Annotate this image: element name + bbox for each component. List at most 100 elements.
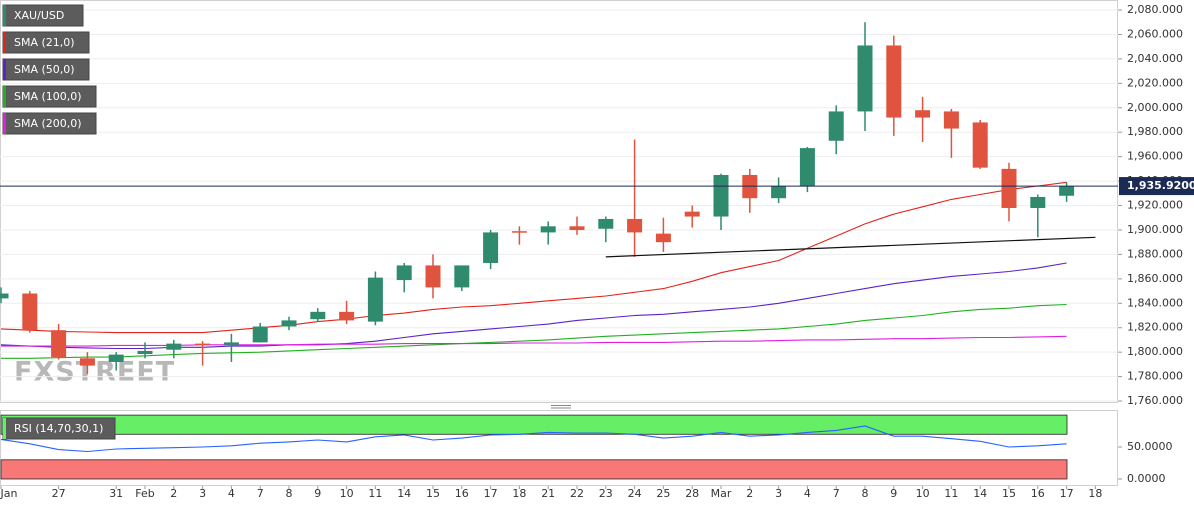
- x-tick-label: 16: [455, 487, 469, 500]
- x-tick-label: 10: [340, 487, 354, 500]
- x-tick-label: 25: [656, 487, 670, 500]
- x-tick-label: Feb: [135, 487, 154, 500]
- y-tick-label: 1,840.000: [1127, 296, 1183, 309]
- x-tick-label: 2: [170, 487, 177, 500]
- legend-entry-swatch: [3, 59, 6, 80]
- panel-grip[interactable]: [551, 405, 571, 409]
- y-tick-label: 2,080.000: [1127, 3, 1183, 16]
- x-tick-label: Jan: [0, 487, 18, 500]
- y-tick-label: 1,980.000: [1127, 125, 1183, 138]
- y-tick-label: 1,900.000: [1127, 223, 1183, 236]
- rsi-tick-label: 0.0000: [1127, 472, 1166, 485]
- y-tick-label: 1,760.000: [1127, 394, 1183, 407]
- x-tick-label: 31: [109, 487, 123, 500]
- y-tick-label: 1,820.000: [1127, 321, 1183, 334]
- y-tick-label: 1,920.000: [1127, 199, 1183, 212]
- x-tick-label: 21: [541, 487, 555, 500]
- trendline: [605, 236, 1096, 258]
- x-tick-label: 10: [916, 487, 930, 500]
- candle-body: [655, 233, 671, 243]
- candle-body: [367, 277, 383, 322]
- candle-body: [627, 218, 643, 233]
- x-tick-label: 16: [1031, 487, 1045, 500]
- x-tick-label: 14: [973, 487, 987, 500]
- candle-body: [310, 311, 326, 320]
- candle-body: [22, 293, 38, 331]
- x-tick-label: 14: [397, 487, 411, 500]
- x-tick-label: 28: [685, 487, 699, 500]
- x-tick-label: 15: [1002, 487, 1016, 500]
- x-tick-label: 4: [804, 487, 811, 500]
- y-tick-label: 1,860.000: [1127, 272, 1183, 285]
- sma-line: [1, 303, 1067, 359]
- legend-title-swatch: [3, 5, 6, 26]
- x-tick-label: 3: [775, 487, 782, 500]
- x-tick-label: 22: [570, 487, 584, 500]
- x-tick-label: 11: [944, 487, 958, 500]
- oversold-band: [0, 459, 1068, 480]
- legend-entry: SMA (100,0): [14, 90, 82, 103]
- x-tick-label: 27: [52, 487, 66, 500]
- y-tick-label: 1,880.000: [1127, 247, 1183, 260]
- legend-entry-swatch: [3, 86, 6, 107]
- legend-title: XAU/USD: [14, 9, 64, 22]
- y-tick-label: 1,960.000: [1127, 150, 1183, 163]
- candle-body: [1059, 185, 1075, 196]
- candle-body: [0, 293, 9, 299]
- candle-body: [166, 343, 182, 350]
- rsi-panel: [0, 410, 1118, 486]
- y-tick-label: 2,040.000: [1127, 52, 1183, 65]
- x-tick-label: 24: [628, 487, 642, 500]
- legend-entry-swatch: [3, 32, 6, 53]
- overbought-band: [0, 414, 1068, 435]
- candle-body: [137, 350, 153, 354]
- candle-body: [483, 232, 499, 263]
- x-tick-label: 18: [1088, 487, 1102, 500]
- candle-body: [195, 343, 211, 346]
- x-tick-label: 15: [426, 487, 440, 500]
- candle-body: [598, 218, 614, 229]
- candle-body: [915, 110, 931, 118]
- candle-body: [972, 122, 988, 168]
- legend-entry: SMA (50,0): [14, 63, 75, 76]
- candle-body: [51, 330, 67, 358]
- candle-body: [454, 265, 470, 288]
- x-tick-label: 3: [199, 487, 206, 500]
- y-tick-label: 2,020.000: [1127, 76, 1183, 89]
- x-tick-label: 7: [833, 487, 840, 500]
- candle-body: [108, 354, 124, 362]
- x-tick-label: 8: [286, 487, 293, 500]
- rsi-plot: [0, 425, 1067, 453]
- sma-line: [0, 181, 1067, 334]
- price-panel: [0, 0, 1118, 403]
- candle-body: [540, 226, 556, 233]
- candle-body: [569, 226, 585, 230]
- x-tick-label: 7: [257, 487, 264, 500]
- x-tick-label: 8: [862, 487, 869, 500]
- sma-line: [0, 262, 1067, 350]
- x-tick-label: Mar: [711, 487, 732, 500]
- rsi-legend-swatch: [3, 418, 6, 439]
- legend-entry: SMA (200,0): [14, 117, 82, 130]
- rsi-line: [0, 425, 1067, 453]
- candle-body: [684, 211, 700, 217]
- rsi-legend: RSI (14,70,30,1): [14, 422, 103, 435]
- candle-body: [799, 148, 815, 186]
- candle-body: [771, 185, 787, 199]
- x-tick-label: 9: [314, 487, 321, 500]
- y-tick-label: 1,800.000: [1127, 345, 1183, 358]
- y-tick-label: 2,060.000: [1127, 27, 1183, 40]
- candle-body: [79, 358, 95, 366]
- candle-body: [281, 320, 297, 327]
- candle-body: [886, 45, 902, 118]
- x-tick-label: 2: [746, 487, 753, 500]
- x-tick-label: 11: [368, 487, 382, 500]
- y-tick-label: 2,000.000: [1127, 101, 1183, 114]
- candle-body: [252, 326, 268, 343]
- candle-body: [828, 111, 844, 141]
- x-tick-label: 4: [228, 487, 235, 500]
- x-tick-label: 17: [1060, 487, 1074, 500]
- candle-body: [425, 265, 441, 288]
- x-tick-label: 18: [512, 487, 526, 500]
